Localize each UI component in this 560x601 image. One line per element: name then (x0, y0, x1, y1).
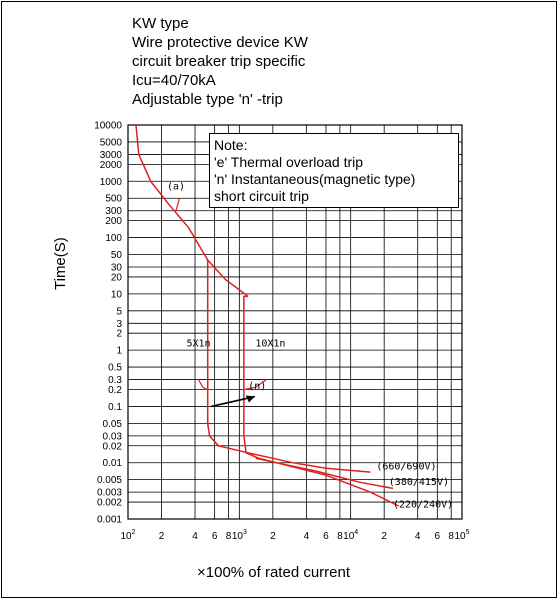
y-tick-label: 0.05 (103, 419, 123, 430)
y-tick-label: 3000 (100, 150, 123, 161)
annotation-label-v380: (380/415V) (389, 477, 449, 488)
series-curve (247, 452, 371, 473)
annotation-leader (175, 198, 181, 211)
y-tick-label: 2 (116, 329, 122, 340)
note-line-4: short circuit trip (214, 188, 309, 204)
y-tick-label: 20 (111, 272, 123, 283)
x-tick-label: 6 (323, 531, 329, 542)
series-curve (243, 295, 260, 459)
x-tick-label: 4 (304, 531, 310, 542)
x-tick-label: 6 (212, 531, 218, 542)
y-axis-label: Time(S) (52, 237, 69, 290)
y-tick-label: 100 (105, 233, 122, 244)
x-tick-label: 2 (159, 531, 165, 542)
y-tick-label: 0.01 (103, 458, 123, 469)
y-tick-label: 0.002 (97, 498, 122, 509)
x-tick-label: 4 (192, 531, 198, 542)
plot-area-border (127, 124, 463, 520)
y-tick-label: 0.1 (108, 402, 122, 413)
annotation-label-a: (a) (167, 182, 185, 193)
header-line-3: circuit breaker trip specific (132, 53, 306, 70)
y-tick-label: 300 (105, 206, 122, 217)
annotation-label-v660: (660/690V) (376, 462, 436, 473)
y-tick-label: 0.003 (97, 488, 122, 499)
y-tick-label: 10000 (94, 121, 122, 132)
y-tick-label: 5 (116, 306, 122, 317)
y-tick-label: 5000 (100, 137, 123, 148)
x-tick-label: 8 (448, 531, 454, 542)
x-tick-label: 8 (226, 531, 232, 542)
series-curve (135, 124, 249, 298)
note-line-1: Note: (214, 137, 248, 153)
x-tick-label: 2 (381, 531, 387, 542)
y-tick-label: 0.001 (97, 515, 122, 526)
n-arrow-head (245, 395, 255, 403)
y-tick-label: 0.3 (108, 375, 122, 386)
x-tick-label: 8 (337, 531, 343, 542)
y-tick-label: 50 (111, 250, 123, 261)
y-tick-label: 500 (105, 194, 122, 205)
series-curve (206, 260, 249, 454)
x-tick-label: 103 (232, 529, 247, 542)
x-tick-label: 104 (343, 529, 358, 542)
y-tick-label: 0.2 (108, 385, 122, 396)
y-tick-label: 0.02 (103, 441, 123, 452)
x-tick-label: 102 (120, 529, 135, 542)
y-tick-label: 200 (105, 216, 122, 227)
chart-header: KW type Wire protective device KW circui… (132, 14, 308, 109)
y-tick-label: 0.5 (108, 363, 122, 374)
y-tick-label: 0.03 (103, 431, 123, 442)
series-curve (258, 457, 400, 507)
header-line-2: Wire protective device KW (132, 34, 308, 51)
y-tick-label: 30 (111, 263, 123, 274)
x-tick-label: 4 (415, 531, 421, 542)
note-line-3: 'n' Instantaneous(magnetic type) (214, 171, 416, 187)
y-tick-label: 0.005 (97, 475, 122, 486)
header-line-5: Adjustable type 'n' -trip (132, 91, 283, 108)
y-tick-label: 1000 (100, 177, 123, 188)
y-tick-label: 1 (116, 346, 122, 357)
y-tick-label: 10 (111, 289, 123, 300)
annotation-label-10x: 10X1n (255, 339, 285, 350)
y-tick-label: 2000 (100, 160, 123, 171)
annotation-label-n: (n) (248, 381, 266, 392)
annotation-leader (244, 379, 267, 391)
header-line-4: Icu=40/70kA (132, 72, 216, 89)
x-tick-label: 6 (435, 531, 441, 542)
x-tick-label: 2 (270, 531, 276, 542)
annotation-label-5x: 5X1n (186, 339, 210, 350)
x-tick-label: 105 (454, 529, 469, 542)
annotation-label-v220: (220/240V) (393, 500, 453, 511)
header-line-1: KW type (132, 15, 189, 32)
note-line-2: 'e' Thermal overload trip (214, 154, 364, 170)
annotation-leader (197, 379, 208, 391)
y-tick-label: 3 (116, 319, 122, 330)
x-axis-label: ×100% of rated current (197, 564, 351, 581)
note-box: Note: 'e' Thermal overload trip 'n' Inst… (209, 133, 459, 208)
